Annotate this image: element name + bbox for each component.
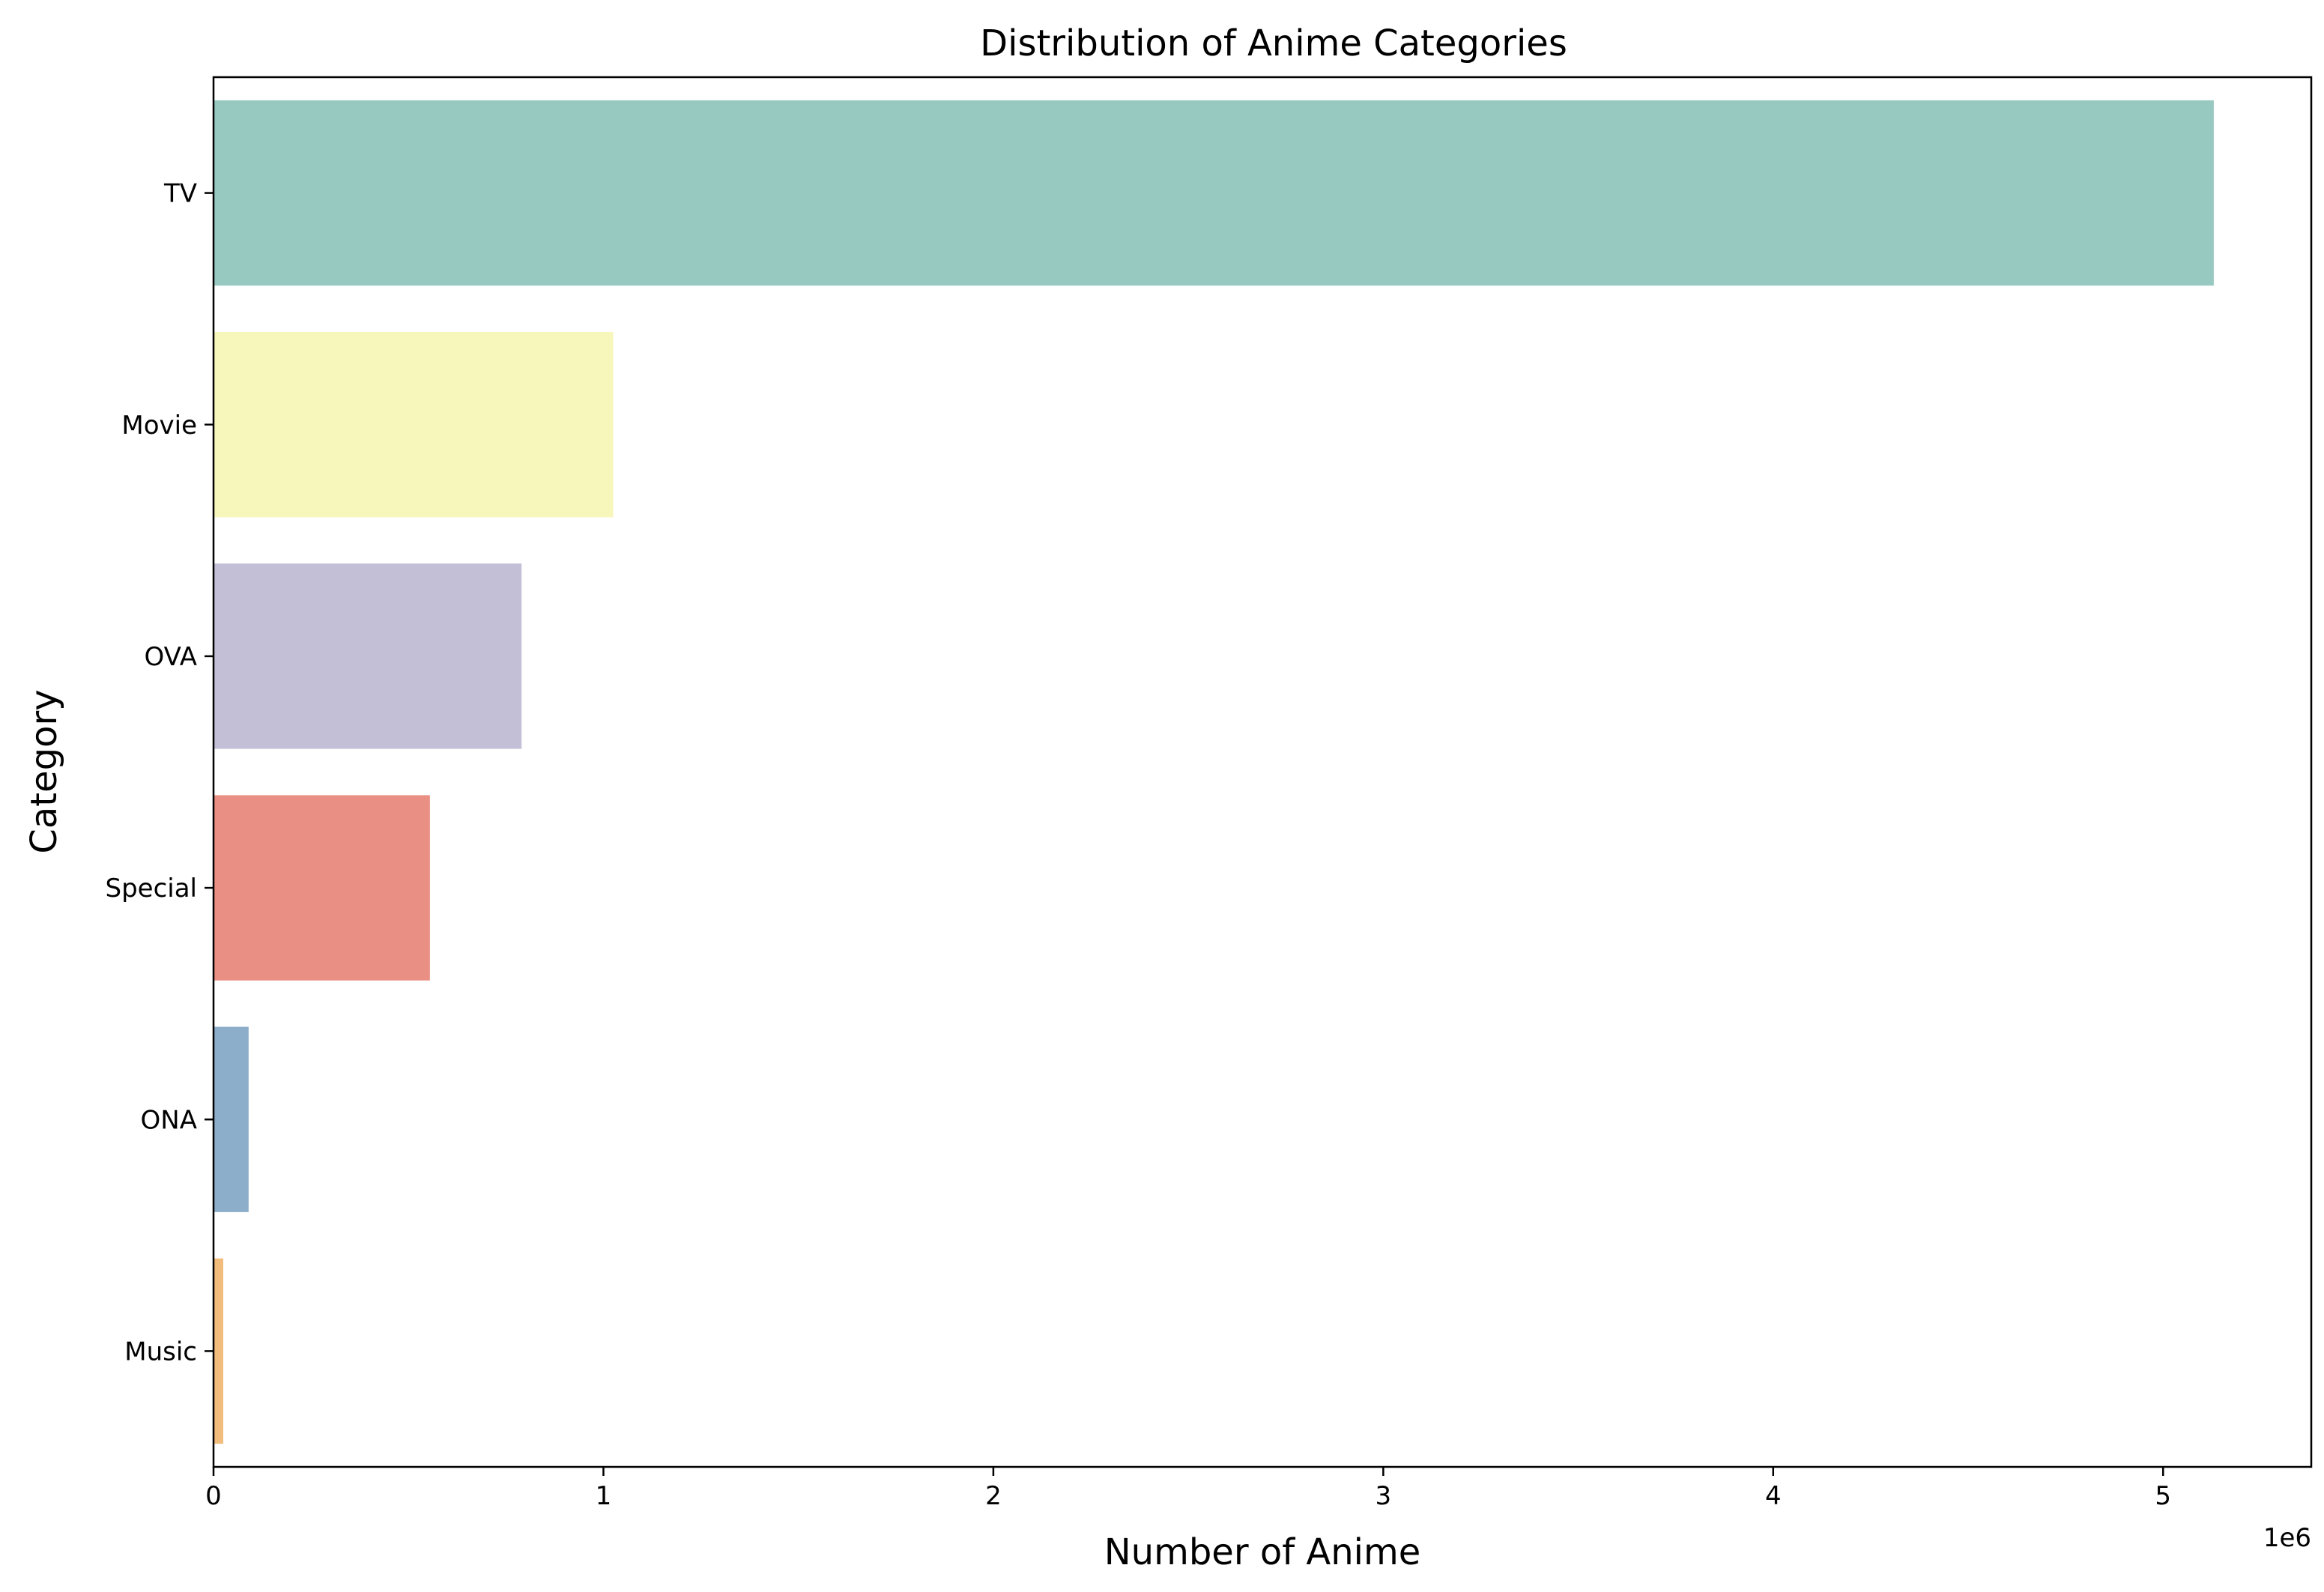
bar-special bbox=[214, 795, 430, 981]
bar-tv bbox=[214, 100, 2214, 286]
bar-ova bbox=[214, 563, 522, 749]
bar-movie bbox=[214, 332, 614, 518]
x-tick-label-4: 4 bbox=[1765, 1481, 1782, 1511]
y-tick-label-music: Music bbox=[124, 1337, 197, 1366]
x-tick-label-3: 3 bbox=[1376, 1481, 1392, 1511]
y-tick-label-special: Special bbox=[105, 874, 197, 904]
x-tick-label-0: 0 bbox=[205, 1481, 222, 1511]
y-tick-label-ona: ONA bbox=[141, 1105, 197, 1135]
y-tick-label-tv: TV bbox=[163, 179, 197, 209]
x-tick-label-2: 2 bbox=[985, 1481, 1002, 1511]
y-tick-label-movie: Movie bbox=[121, 411, 197, 441]
bar-music bbox=[214, 1258, 224, 1444]
x-axis-offset-label: 1e6 bbox=[2263, 1523, 2311, 1553]
y-axis-label: Category bbox=[23, 689, 65, 853]
x-axis-label: Number of Anime bbox=[1104, 1531, 1420, 1573]
chart-title: Distribution of Anime Categories bbox=[980, 22, 1567, 64]
bar-ona bbox=[214, 1026, 249, 1212]
y-tick-label-ova: OVA bbox=[144, 642, 197, 672]
plot-frame bbox=[212, 76, 2313, 1468]
x-tick-label-1: 1 bbox=[596, 1481, 612, 1511]
x-tick-label-5: 5 bbox=[2155, 1481, 2171, 1511]
plot-area: TV Movie OVA Special ONA Music 0 1 2 3 4 5 bbox=[105, 100, 2214, 1511]
